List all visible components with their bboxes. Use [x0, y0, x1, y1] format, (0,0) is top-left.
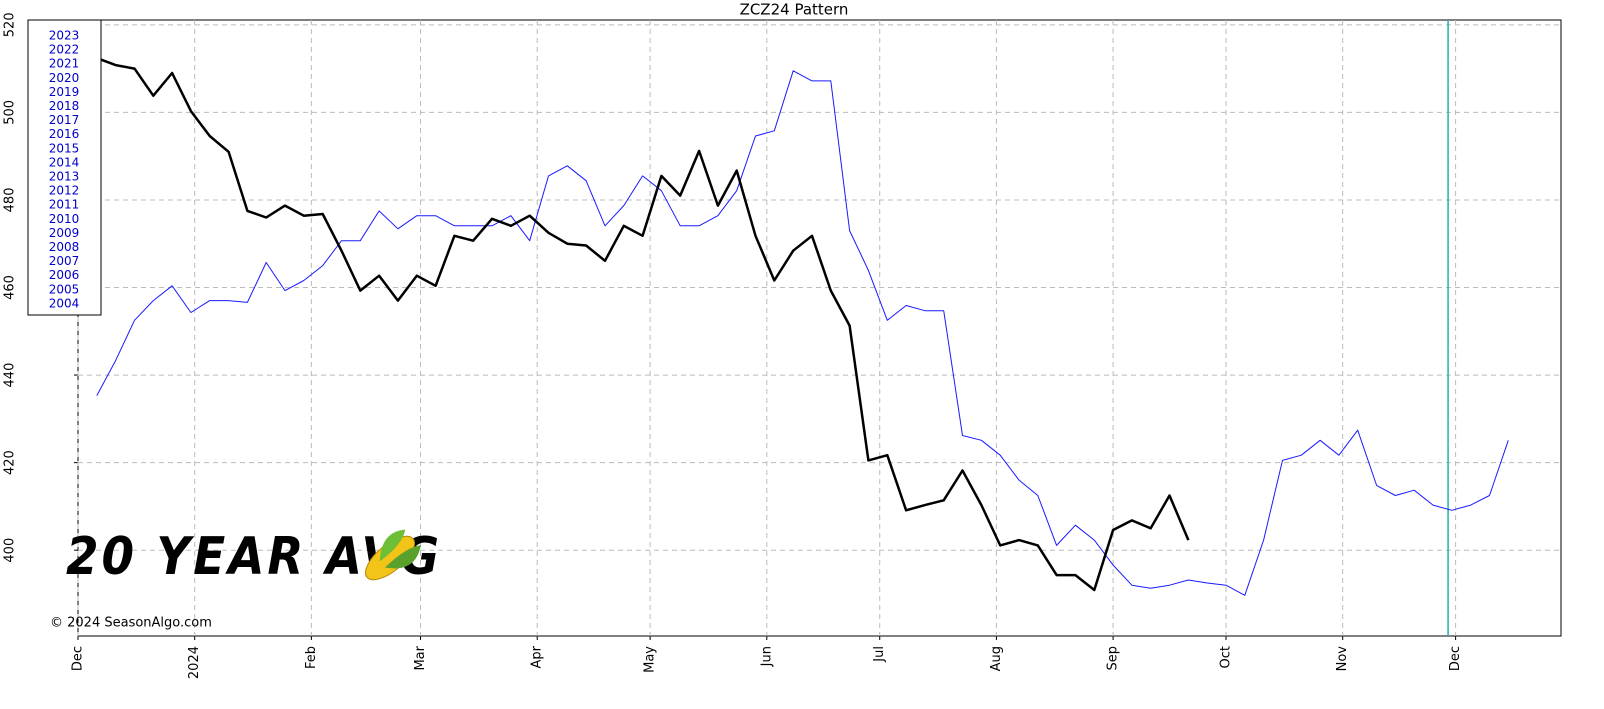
grid: 400 420 440 460 480 500 520 Dec 2024 Feb Mar Apr May…	[3, 12, 1561, 679]
y-tick-label: 400	[3, 538, 18, 563]
legend-entry: 2015	[49, 141, 80, 155]
y-tick-label: 460	[3, 275, 18, 300]
y-tick-label: 480	[3, 188, 18, 213]
legend-entry: 2019	[49, 85, 80, 99]
legend-entry: 2020	[49, 71, 80, 85]
lines	[96, 20, 1509, 636]
legend-entry: 2008	[49, 240, 80, 254]
legend-entry: 2012	[49, 184, 80, 198]
y-tick-label: 420	[3, 450, 18, 475]
x-tick-label: Apr	[530, 645, 545, 668]
x-tick-label: Mar	[413, 645, 428, 670]
series-line	[96, 70, 1509, 596]
x-tick-label: Jun	[759, 646, 774, 667]
legend-entry: 2007	[49, 254, 80, 268]
corn-icon	[365, 529, 421, 581]
x-tick-label: May	[643, 646, 658, 673]
legend-entry: 2009	[49, 226, 80, 240]
x-tick-label: Aug	[989, 646, 1004, 671]
x-tick-label: Jul	[872, 646, 887, 663]
y-tick-label: 500	[3, 100, 18, 125]
legend-entry: 2010	[49, 212, 80, 226]
legend-entry: 2014	[49, 155, 80, 169]
x-tick-label: Dec	[71, 646, 86, 671]
legend-box	[27, 19, 102, 316]
copyright: © 2024 SeasonAlgo.com	[50, 616, 212, 631]
x-tick-label: Feb	[304, 646, 319, 669]
legend-entry: 2022	[49, 43, 80, 57]
series-line	[96, 56, 1190, 592]
x-tick-label: Oct	[1219, 646, 1234, 668]
legend-entry: 2021	[49, 57, 80, 71]
legend-entry: 2006	[49, 268, 80, 282]
y-tick-label: 440	[3, 363, 18, 388]
legend: 2023202220212020201920182017201620152014…	[49, 29, 80, 311]
legend-entry: 2023	[49, 29, 80, 43]
legend-entry: 2017	[49, 113, 80, 127]
x-tick-label: Dec	[1448, 646, 1463, 671]
x-tick-label: Sep	[1106, 646, 1121, 671]
chart-title: ZCZ24 Pattern	[740, 1, 849, 19]
legend-entry: 2013	[49, 170, 80, 184]
legend-entry: 2011	[49, 198, 80, 212]
x-tick-label: 2024	[187, 646, 202, 679]
legend-entry: 2018	[49, 99, 80, 113]
x-tick-label: Nov	[1335, 646, 1350, 672]
y-tick-label: 520	[3, 12, 18, 37]
legend-entry: 2016	[49, 127, 80, 141]
legend-entry: 2004	[49, 296, 80, 310]
legend-entry: 2005	[49, 282, 80, 296]
